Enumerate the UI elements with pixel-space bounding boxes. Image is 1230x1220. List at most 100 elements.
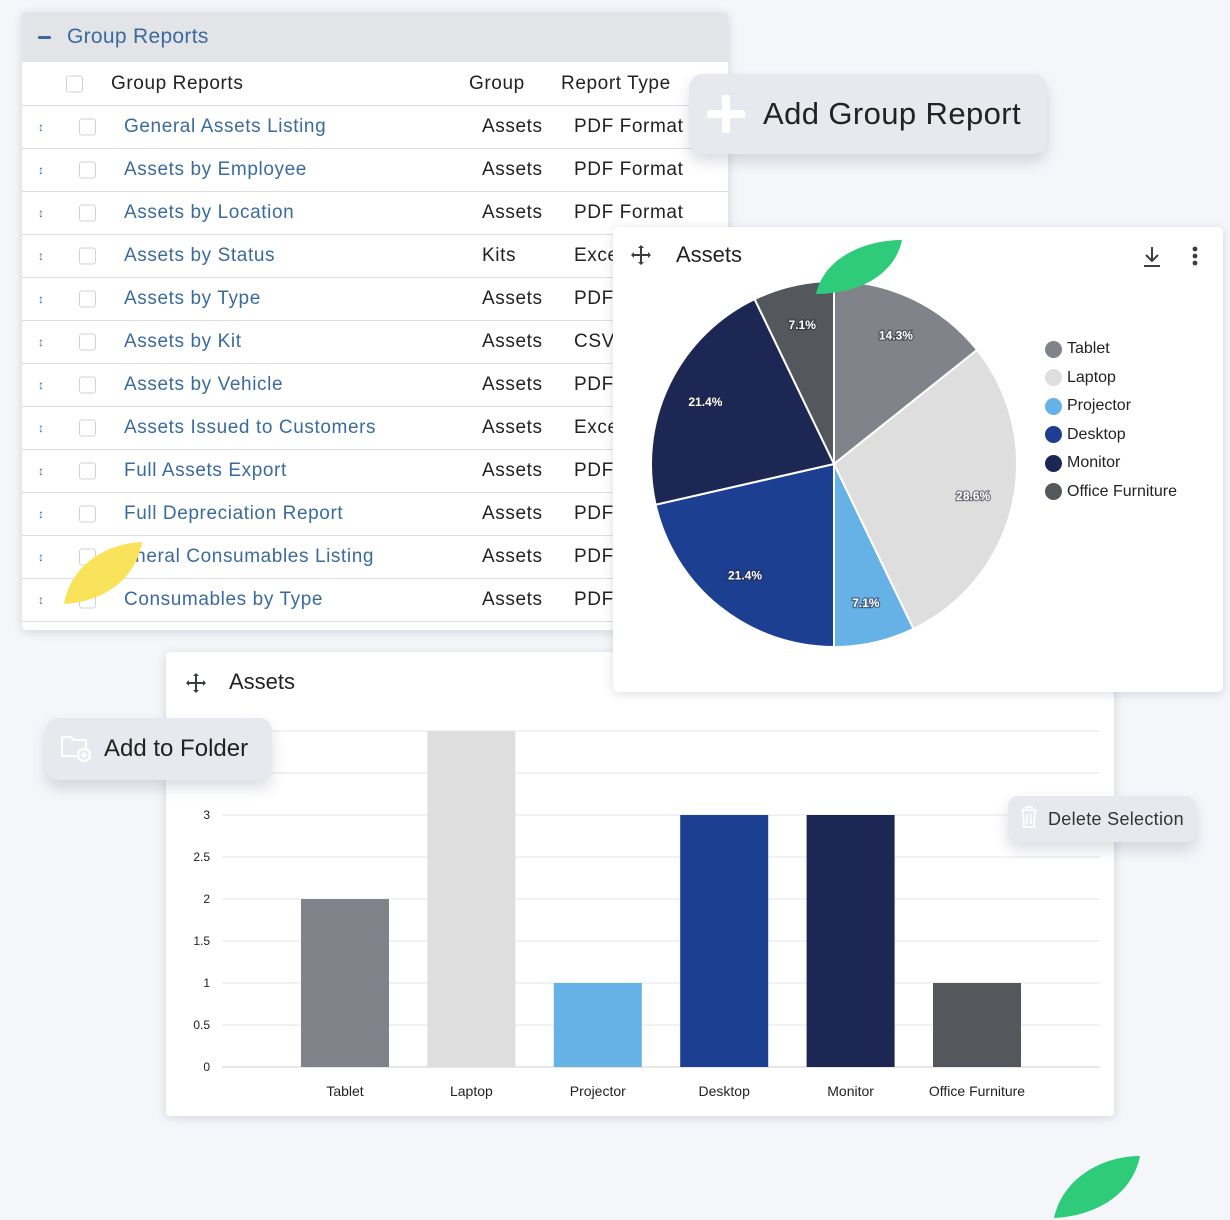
legend-item[interactable]: Tablet xyxy=(1045,335,1177,364)
assets-bar-chart-panel: 0 0.5 1 1.5 2 2.5 3 Tablet Laptop Projector Deskto… xyxy=(166,652,1114,1116)
row-checkbox[interactable] xyxy=(79,419,96,437)
table-row[interactable]: ↕ Full Assets Export Assets PDF xyxy=(22,450,728,493)
row-checkbox[interactable] xyxy=(79,247,96,265)
report-name-link[interactable]: Assets Issued to Customers xyxy=(124,417,377,438)
legend-label: Tablet xyxy=(1067,340,1110,358)
legend-label: Projector xyxy=(1067,397,1132,415)
move-icon[interactable] xyxy=(629,243,653,272)
report-name-link[interactable]: Assets by Type xyxy=(124,288,261,309)
bar-desktop[interactable] xyxy=(680,815,769,1067)
download-icon[interactable] xyxy=(1141,245,1163,274)
report-name-link[interactable]: Consumables by Type xyxy=(124,589,324,610)
add-group-report-label: Add Group Report xyxy=(763,96,1021,131)
report-group: Assets xyxy=(482,546,543,567)
table-row[interactable]: ↕ Assets Issued to Customers Assets Exce xyxy=(22,407,728,450)
drag-handle-icon[interactable]: ↕ xyxy=(38,335,45,349)
table-row[interactable]: ↕ Assets by Employee Assets PDF Format xyxy=(22,149,728,192)
pie-slice-monitor[interactable] xyxy=(650,297,836,506)
report-type: PDF Format xyxy=(574,202,684,223)
legend-item[interactable]: Monitor xyxy=(1045,449,1177,478)
bar-monitor[interactable] xyxy=(806,815,895,1067)
drag-handle-icon[interactable]: ↕ xyxy=(38,120,45,134)
report-name-link[interactable]: Full Depreciation Report xyxy=(124,503,344,524)
legend-item[interactable]: Projector xyxy=(1045,392,1177,421)
report-group: Assets xyxy=(482,460,543,481)
legend-item[interactable]: Laptop xyxy=(1045,364,1177,393)
group-reports-header[interactable]: Group Reports xyxy=(22,12,728,62)
report-name-link[interactable]: eneral Consumables Listing xyxy=(124,546,375,567)
drag-handle-icon[interactable]: ↕ xyxy=(38,206,45,220)
report-type: PDF xyxy=(574,288,614,309)
legend-label: Desktop xyxy=(1067,425,1126,443)
report-name-link[interactable]: General Assets Listing xyxy=(124,116,327,137)
column-header-name[interactable]: Group Reports xyxy=(111,72,244,94)
row-checkbox[interactable] xyxy=(79,462,96,480)
bar-projector[interactable] xyxy=(553,983,642,1067)
legend-swatch xyxy=(1045,483,1062,501)
report-name-link[interactable]: Assets by Employee xyxy=(124,159,307,180)
row-checkbox[interactable] xyxy=(79,290,96,308)
row-checkbox[interactable] xyxy=(79,505,96,523)
pie-slice-laptop[interactable] xyxy=(832,348,1018,631)
table-row[interactable]: ↕ Assets by Vehicle Assets PDF xyxy=(22,364,728,407)
row-checkbox[interactable] xyxy=(79,376,96,394)
drag-handle-icon[interactable]: ↕ xyxy=(38,249,45,263)
select-all-checkbox[interactable] xyxy=(66,75,83,92)
move-icon[interactable] xyxy=(184,671,208,700)
table-row[interactable]: ↕ Assets by Location Assets PDF Format xyxy=(22,192,728,235)
bar-chart: 0 0.5 1 1.5 2 2.5 3 Tablet Laptop Projector Deskto… xyxy=(193,730,1100,1099)
pie-legend: Tablet Laptop Projector Desktop Monitor Offic… xyxy=(1045,335,1177,506)
table-row[interactable]: ↕ Assets by Type Assets PDF xyxy=(22,278,728,321)
bar-panel-title: Assets xyxy=(229,669,296,694)
y-tick-label: 3 xyxy=(203,808,210,822)
drag-handle-icon[interactable]: ↕ xyxy=(38,593,45,607)
table-row[interactable]: ↕ General Assets Listing Assets PDF Format xyxy=(22,106,728,149)
report-name-link[interactable]: Full Assets Export xyxy=(124,460,287,481)
table-row[interactable]: ↕ Full Depreciation Report Assets PDF xyxy=(22,493,728,536)
table-row[interactable]: ↕ Assets by Status Kits Exce xyxy=(22,235,728,278)
bar-office-furniture[interactable] xyxy=(933,983,1021,1067)
group-reports-title: Group Reports xyxy=(67,25,209,48)
report-group: Assets xyxy=(482,417,543,438)
legend-swatch xyxy=(1045,397,1062,415)
collapse-icon[interactable] xyxy=(38,35,51,39)
drag-handle-icon[interactable]: ↕ xyxy=(38,163,45,177)
row-checkbox[interactable] xyxy=(79,118,96,136)
report-type: PDF xyxy=(574,374,614,395)
drag-handle-icon[interactable]: ↕ xyxy=(38,421,45,435)
table-row[interactable]: ↕ Assets by Kit Assets CSV xyxy=(22,321,728,364)
legend-item[interactable]: Office Furniture xyxy=(1045,478,1177,507)
bar-tablet[interactable] xyxy=(301,899,389,1067)
report-name-link[interactable]: Assets by Vehicle xyxy=(124,374,284,395)
report-group: Assets xyxy=(482,589,543,610)
table-row[interactable]: ↕ eneral Consumables Listing Assets PDF xyxy=(22,536,728,579)
add-to-folder-button[interactable]: Add to Folder xyxy=(46,718,272,780)
row-checkbox[interactable] xyxy=(79,161,96,179)
report-name-link[interactable]: Assets by Kit xyxy=(124,331,242,352)
column-header-report-type[interactable]: Report Type xyxy=(561,72,671,94)
row-checkbox[interactable] xyxy=(79,204,96,222)
trash-icon xyxy=(1020,805,1038,833)
pie-slice-desktop[interactable] xyxy=(654,462,835,649)
row-checkbox[interactable] xyxy=(79,333,96,351)
drag-handle-icon[interactable]: ↕ xyxy=(38,464,45,478)
drag-handle-icon[interactable]: ↕ xyxy=(38,507,45,521)
add-group-report-button[interactable]: Add Group Report xyxy=(689,74,1047,154)
legend-item[interactable]: Desktop xyxy=(1045,421,1177,450)
report-type: PDF Format xyxy=(574,116,684,137)
delete-selection-button[interactable]: Delete Selection xyxy=(1008,796,1196,842)
group-reports-panel: Group Reports Group Reports Group Report… xyxy=(22,12,728,630)
drag-handle-icon[interactable]: ↕ xyxy=(38,378,45,392)
report-group: Assets xyxy=(482,159,543,180)
drag-handle-icon[interactable]: ↕ xyxy=(38,292,45,306)
more-options-icon[interactable] xyxy=(1191,245,1199,274)
report-type: PDF xyxy=(574,460,614,481)
report-name-link[interactable]: Assets by Location xyxy=(124,202,295,223)
column-header-group[interactable]: Group xyxy=(469,72,525,94)
table-row[interactable]: ↕ Consumables by Type Assets PDF xyxy=(22,579,728,622)
bar-laptop[interactable] xyxy=(427,731,516,1067)
drag-handle-icon[interactable]: ↕ xyxy=(38,550,45,564)
y-tick-label: 1 xyxy=(203,976,210,990)
report-name-link[interactable]: Assets by Status xyxy=(124,245,276,266)
report-type: Exce xyxy=(574,417,619,438)
